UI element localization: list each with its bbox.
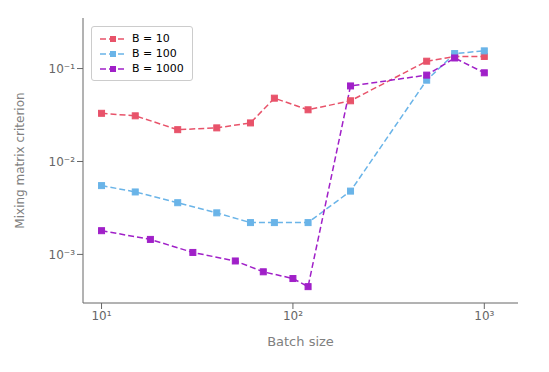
svg-text:10⁻³: 10⁻³	[49, 248, 76, 262]
svg-text:10²: 10²	[283, 309, 303, 323]
html-text:B = 1000: B = 1000	[132, 62, 184, 75]
svg-text:Mixing matrix criterion: Mixing matrix criterion	[13, 92, 27, 228]
html-text:B = 100: B = 100	[132, 47, 177, 60]
svg-text:10⁻¹: 10⁻¹	[49, 62, 76, 76]
svg-text:10³: 10³	[474, 309, 494, 323]
svg-text:Batch size: Batch size	[267, 334, 334, 349]
svg-text:10¹: 10¹	[91, 309, 111, 323]
html-text:B = 10: B = 10	[132, 32, 170, 45]
svg-text:10⁻²: 10⁻²	[49, 155, 76, 169]
